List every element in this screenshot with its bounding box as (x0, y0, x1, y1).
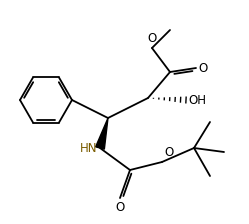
Text: O: O (164, 146, 173, 159)
Text: O: O (147, 32, 157, 45)
Text: OH: OH (188, 93, 206, 106)
Text: O: O (198, 62, 207, 75)
Text: O: O (115, 201, 125, 214)
Text: HN: HN (79, 142, 97, 155)
Polygon shape (96, 118, 108, 149)
